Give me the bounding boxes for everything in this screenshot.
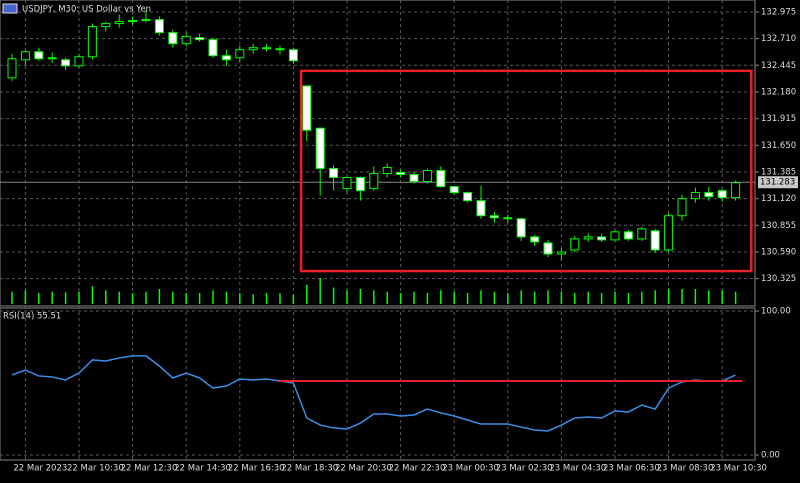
- candle-body: [87, 26, 97, 58]
- candle-body: [141, 19, 151, 22]
- y-tick-label: 131.915: [761, 114, 796, 124]
- candle-body: [570, 238, 580, 251]
- candle-body: [731, 182, 741, 199]
- candle-body: [128, 20, 138, 23]
- candle-body: [409, 173, 419, 183]
- y-tick-label: 131.120: [761, 194, 796, 204]
- candle-body: [315, 127, 325, 169]
- y-tick-label: 130.590: [761, 247, 796, 257]
- candle-body: [516, 218, 526, 238]
- x-tick-label: 23 Mar 02:30: [496, 464, 553, 474]
- candle-body: [623, 231, 633, 240]
- highlight-box: [299, 69, 753, 273]
- candle-body: [530, 236, 540, 243]
- candle-body: [61, 59, 71, 67]
- candle-body: [288, 49, 298, 62]
- candle-body: [637, 228, 647, 240]
- candle-body: [114, 21, 124, 25]
- y-tick-label: 132.180: [761, 87, 796, 97]
- candle-body: [382, 166, 392, 174]
- rsi-line: [11, 355, 736, 432]
- y-tick-label: 132.710: [761, 34, 796, 44]
- x-tick-label: 23 Mar 10:30: [710, 464, 767, 474]
- candle-body: [436, 169, 446, 188]
- candle-body: [7, 58, 17, 79]
- y-tick-label: 0.00: [761, 451, 780, 461]
- candle-body: [154, 19, 164, 34]
- x-tick-label: 23 Mar 00:30: [442, 464, 499, 474]
- candle-body: [690, 192, 700, 200]
- candle-body: [235, 49, 245, 59]
- current-price-label: 131.283: [760, 178, 795, 188]
- candle-body: [476, 200, 486, 217]
- y-tick-label: 130.325: [761, 274, 796, 284]
- candle-body: [20, 51, 30, 61]
- y-tick-label: 131.385: [761, 167, 796, 177]
- candle-body: [47, 57, 57, 60]
- candle-body: [181, 36, 191, 45]
- x-tick-label: 22 Mar 18:30: [281, 464, 338, 474]
- y-tick-label: 132.975: [761, 7, 796, 17]
- candle-body: [664, 215, 674, 251]
- x-tick-label: 22 Mar 14:30: [174, 464, 231, 474]
- candle-body: [329, 167, 339, 179]
- candle-body: [717, 190, 727, 199]
- candle-body: [195, 37, 205, 41]
- candle-body: [610, 231, 620, 241]
- candle-body: [355, 177, 365, 192]
- candle-body: [342, 177, 352, 190]
- rsi-title: RSI(14) 55.51: [3, 312, 61, 322]
- y-tick-label: 131.650: [761, 141, 796, 151]
- candle-body: [369, 172, 379, 190]
- chart-title: USDJPY, M30: US Dollar vs Yen: [22, 5, 151, 15]
- candle-body: [396, 171, 406, 175]
- candle-body: [262, 47, 272, 50]
- candle-body: [704, 192, 714, 198]
- candle-body: [208, 39, 218, 57]
- title-icon: [2, 3, 18, 14]
- x-tick-label: 23 Mar 04:30: [549, 464, 606, 474]
- candle-body: [422, 169, 432, 183]
- y-tick-label: 130.855: [761, 221, 796, 231]
- candle-body: [489, 215, 499, 219]
- candle-body: [74, 56, 84, 67]
- candle-body: [275, 48, 285, 51]
- x-tick-label: 22 Mar 16:30: [228, 464, 285, 474]
- y-tick-label: 132.445: [761, 61, 796, 71]
- candle-body: [248, 47, 258, 51]
- candle-body: [650, 230, 660, 251]
- x-tick-label: 22 Mar 10:30: [67, 464, 124, 474]
- candle-body: [543, 242, 553, 255]
- candle-body: [503, 217, 513, 220]
- candle-body: [556, 251, 566, 255]
- candle-body: [583, 236, 593, 240]
- x-tick-label: 23 Mar 08:30: [657, 464, 714, 474]
- candle-body: [168, 32, 178, 45]
- candle-body: [34, 51, 44, 60]
- x-tick-label: 22 Mar 20:30: [335, 464, 392, 474]
- y-tick-label: 100.00: [761, 307, 791, 317]
- candle-body: [221, 55, 231, 61]
- candle-body: [463, 192, 473, 202]
- current-price-tag: [758, 176, 798, 189]
- candle-body: [449, 186, 459, 194]
- x-tick-label: 22 Mar 22:30: [389, 464, 446, 474]
- x-tick-label: 22 Mar 2023: [13, 464, 67, 474]
- candle-body: [597, 236, 607, 241]
- candle-body: [677, 198, 687, 217]
- candle-body: [302, 85, 312, 131]
- plot-frame: [0, 0, 756, 307]
- plot-frame: [0, 307, 756, 461]
- candle-body: [101, 23, 111, 28]
- x-tick-label: 23 Mar 06:30: [603, 464, 660, 474]
- x-tick-label: 22 Mar 12:30: [121, 464, 178, 474]
